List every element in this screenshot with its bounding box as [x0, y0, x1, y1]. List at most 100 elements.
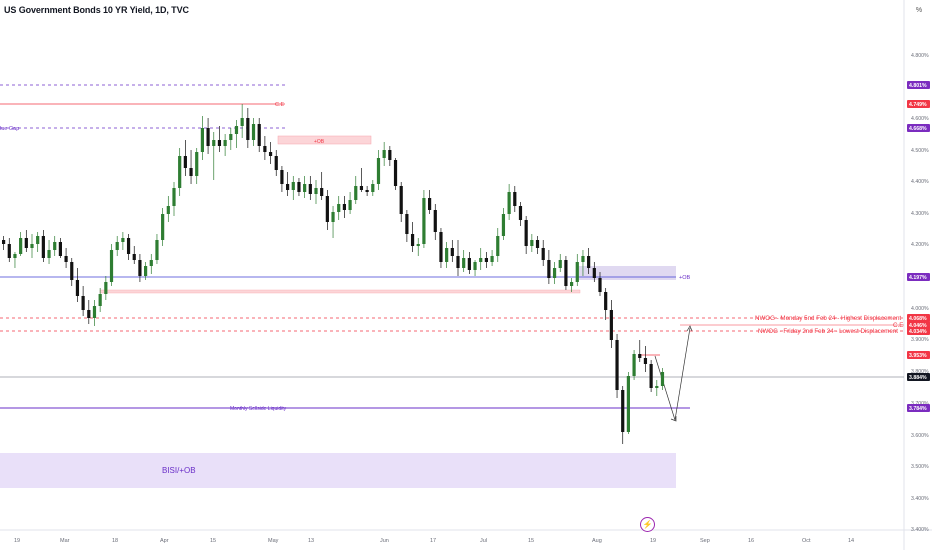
- price-tick-label: 4.400%: [911, 179, 929, 185]
- red-fvg-strip[interactable]: [99, 289, 581, 294]
- bearish-candle: [75, 280, 80, 296]
- bearish-candle: [484, 258, 488, 262]
- bullish-candle: [104, 282, 108, 294]
- bearish-candle: [138, 260, 142, 276]
- projection-arrow-down: [670, 416, 677, 422]
- price-tick-label: 3.600%: [911, 433, 929, 439]
- time-axis-label: 15: [210, 538, 216, 544]
- price-tick-label: 3.400%: [911, 496, 929, 502]
- bullish-candle: [19, 238, 23, 254]
- bullish-candle: [626, 376, 630, 432]
- time-axis-label: 17: [430, 538, 436, 544]
- bullish-candle: [655, 386, 659, 388]
- price-badge-label: 3.953%: [909, 353, 927, 359]
- bearish-candle: [126, 238, 131, 254]
- bearish-candle: [410, 234, 415, 246]
- bullish-candle: [354, 186, 358, 200]
- time-axis-label: Mar: [60, 538, 70, 544]
- bearish-candle: [513, 192, 517, 206]
- bullish-candle: [36, 236, 40, 244]
- bearish-candle: [320, 188, 324, 196]
- bullish-candle: [161, 214, 165, 240]
- bearish-candle: [280, 170, 284, 184]
- lightning-icon[interactable]: ⚡: [640, 517, 655, 532]
- price-badge: [907, 373, 930, 381]
- ob-zone-right[interactable]: [578, 266, 676, 280]
- projection-path[interactable]: [654, 327, 691, 421]
- bullish-candle: [47, 250, 51, 258]
- candles-group[interactable]: [2, 104, 665, 444]
- ce-top-label: C.E: [275, 102, 285, 108]
- bearish-candle: [308, 184, 312, 194]
- time-axis-label: Jul: [480, 538, 487, 544]
- bullish-candle: [144, 266, 148, 276]
- bullish-candle: [115, 242, 119, 250]
- bullish-candle: [121, 238, 125, 242]
- bearish-candle: [456, 256, 460, 268]
- bullish-candle: [291, 182, 295, 190]
- price-badge-label: 4.197%: [909, 275, 927, 281]
- bullish-candle: [109, 250, 114, 282]
- bullish-candle: [166, 206, 170, 214]
- time-axis-label: 19: [14, 538, 20, 544]
- bearish-candle: [217, 140, 222, 146]
- bullish-candle: [172, 188, 176, 206]
- bearish-candle: [70, 262, 74, 280]
- nwog-friday-label: NWOG - Friday 2nd Feb 24 - Lowest Displa…: [758, 328, 898, 335]
- bearish-candle: [535, 240, 540, 248]
- price-badge-label: 3.884%: [909, 375, 927, 381]
- bullish-candle: [473, 262, 477, 270]
- bearish-candle: [87, 310, 91, 318]
- price-tick-label: 3.500%: [911, 464, 929, 470]
- bearish-candle: [638, 354, 642, 358]
- ob-right-label: +OB: [679, 275, 690, 281]
- price-tick-label: 4.800%: [911, 53, 929, 59]
- price-badge-label: 4.068%: [909, 316, 927, 322]
- price-badge-label: 4.749%: [909, 102, 927, 108]
- bearish-candle: [132, 254, 136, 260]
- bisi-ob-zone[interactable]: [0, 453, 676, 488]
- time-axis-label: 14: [848, 538, 854, 544]
- bearish-candle: [24, 238, 28, 248]
- ob-zone-top[interactable]: [277, 135, 372, 145]
- bearish-candle: [564, 260, 568, 286]
- bearish-candle: [399, 186, 403, 214]
- price-badge: [907, 273, 930, 281]
- bearish-candle: [615, 340, 619, 390]
- bearish-candle: [621, 390, 625, 432]
- bullish-candle: [558, 260, 562, 268]
- bullish-candle: [445, 248, 449, 262]
- bearish-candle: [587, 256, 591, 268]
- bearish-candle: [274, 156, 278, 170]
- bullish-candle: [149, 260, 153, 266]
- bullish-candle: [314, 188, 318, 194]
- time-axis-label: Sep: [700, 538, 710, 544]
- bullish-candle: [501, 214, 506, 236]
- bullish-candle: [53, 242, 57, 250]
- percent-scale-button[interactable]: %: [915, 7, 923, 14]
- price-tick-label: 4.000%: [911, 306, 929, 312]
- bearish-candle: [393, 160, 398, 186]
- bearish-candle: [183, 156, 187, 168]
- bearish-candle: [2, 240, 6, 244]
- bearish-candle: [450, 248, 454, 256]
- bearish-candle: [359, 186, 364, 190]
- bullish-candle: [490, 256, 494, 262]
- price-badge: [907, 351, 930, 359]
- time-axis-labels[interactable]: 19 Mar 18 Apr 15 May 13 Jun 17 Jul 15 Aug 19 Sep 16 Oct…: [14, 538, 854, 544]
- bullish-candle: [223, 140, 227, 146]
- price-badge-label: 4.801%: [909, 83, 927, 89]
- price-tick-label: 4.600%: [911, 116, 929, 122]
- price-badge: [907, 314, 930, 322]
- bullish-candle: [200, 128, 204, 152]
- fvg-partial-label: lue Gap: [0, 126, 19, 132]
- bearish-candle: [518, 206, 523, 220]
- bullish-candle: [178, 156, 182, 188]
- bearish-candle: [649, 364, 653, 388]
- price-badge-label: 4.668%: [909, 126, 927, 132]
- bullish-candle: [462, 258, 466, 268]
- bearish-candle: [388, 150, 392, 160]
- price-tick-label: 3.800%: [911, 369, 929, 375]
